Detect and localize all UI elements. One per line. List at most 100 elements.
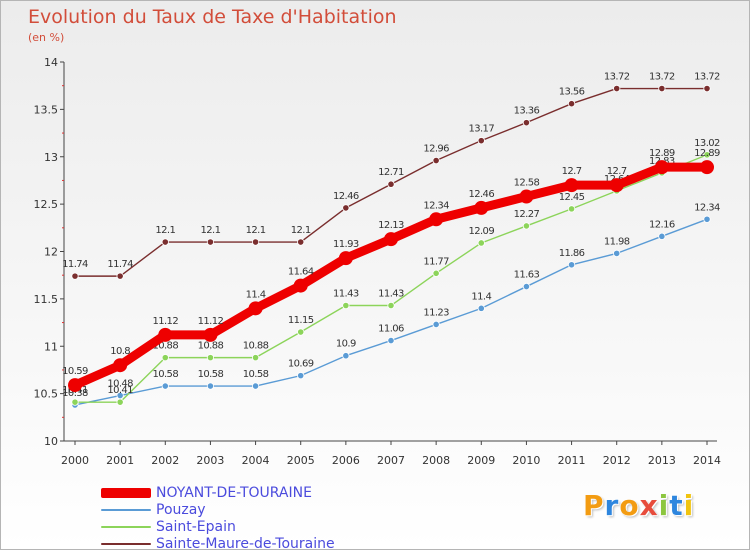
data-point — [432, 269, 440, 277]
data-point — [387, 301, 395, 310]
data-label: 11.43 — [378, 289, 404, 300]
data-point — [429, 212, 444, 227]
y-tick-label: 12 — [44, 246, 58, 259]
data-point — [703, 151, 711, 159]
data-point — [387, 180, 395, 188]
y-tick-label: 11.5 — [34, 293, 59, 306]
data-label: 10.41 — [107, 385, 133, 396]
data-point — [387, 336, 395, 345]
data-label: 12.45 — [559, 192, 585, 203]
data-point — [474, 200, 489, 215]
x-tick-label: 2008 — [422, 454, 450, 467]
logo-letter: i — [658, 489, 670, 522]
x-tick-label: 2007 — [377, 454, 405, 467]
data-label: 12.1 — [291, 225, 311, 236]
legend-label-noyant: NOYANT-DE-TOURAINE — [156, 485, 312, 501]
data-point — [71, 272, 79, 280]
legend-swatch-saint-epain — [101, 526, 151, 528]
y-tick-label: 11 — [44, 340, 58, 353]
data-label: 12.96 — [423, 144, 449, 155]
data-point — [522, 119, 531, 127]
logo-letter: o — [619, 489, 640, 522]
data-label: 13.02 — [694, 138, 720, 149]
data-label: 10.58 — [243, 369, 269, 380]
data-label: 12.7 — [562, 166, 582, 177]
data-label: 13.72 — [649, 72, 675, 83]
x-tick-label: 2001 — [106, 454, 134, 467]
data-point — [567, 100, 576, 108]
data-label: 11.4 — [471, 291, 491, 302]
data-point — [567, 205, 576, 213]
x-tick-label: 2005 — [287, 454, 315, 467]
legend-label-sainte-maure: Sainte-Maure-de-Touraine — [156, 536, 335, 552]
data-point — [161, 382, 169, 390]
data-label: 11.86 — [559, 248, 585, 259]
data-label: 10.58 — [198, 369, 224, 380]
data-label: 12.46 — [468, 189, 494, 200]
data-label: 10.88 — [152, 341, 178, 352]
data-label: 11.64 — [288, 267, 314, 278]
data-label: 12.27 — [514, 209, 540, 220]
data-point — [522, 282, 531, 291]
data-label: 10.48 — [107, 379, 133, 390]
data-label: 10.9 — [336, 339, 356, 350]
data-label: 12.1 — [246, 225, 266, 236]
data-point — [297, 238, 305, 246]
proxiti-logo: Proxiti — [583, 489, 694, 522]
data-label: 12.09 — [468, 226, 494, 237]
data-label: 12.16 — [649, 219, 675, 230]
x-tick-label: 2009 — [467, 454, 495, 467]
data-point — [658, 232, 666, 240]
logo-letter: P — [583, 489, 605, 522]
data-label: 13.17 — [468, 124, 494, 135]
data-point — [342, 301, 350, 310]
chart-title: Evolution du Taux de Taxe d'Habitation — [28, 6, 397, 28]
data-label: 12.89 — [694, 148, 720, 159]
x-tick-label: 2003 — [196, 454, 224, 467]
y-tick-label: 12.5 — [34, 198, 59, 211]
x-tick-label: 2014 — [693, 454, 721, 467]
data-label: 10.88 — [198, 341, 224, 352]
data-point — [71, 398, 79, 406]
data-point — [251, 238, 260, 246]
data-point — [161, 238, 169, 246]
legend-label-saint-epain: Saint-Epain — [156, 519, 236, 535]
data-point — [248, 301, 263, 316]
data-label: 12.1 — [155, 225, 175, 236]
data-point — [113, 358, 128, 373]
data-label: 12.46 — [333, 191, 359, 202]
data-point — [477, 137, 485, 145]
data-point — [432, 156, 440, 165]
data-point — [203, 327, 218, 342]
data-point — [477, 304, 485, 312]
data-point — [342, 204, 350, 212]
logo-letter: t — [669, 489, 684, 522]
data-label: 11.23 — [423, 307, 449, 318]
data-label: 10.88 — [243, 341, 269, 352]
x-tick-label: 2006 — [332, 454, 360, 467]
y-tick-label: 13 — [44, 151, 58, 164]
data-label: 11.06 — [378, 324, 404, 335]
data-point — [338, 251, 353, 266]
x-tick-label: 2002 — [151, 454, 179, 467]
data-point — [297, 372, 305, 380]
data-label: 11.12 — [152, 316, 178, 327]
data-label: 11.93 — [333, 239, 359, 250]
data-label: 11.12 — [198, 316, 224, 327]
data-label: 12.58 — [514, 178, 540, 189]
data-point — [116, 272, 124, 280]
data-point — [68, 378, 82, 393]
x-tick-label: 2013 — [648, 454, 676, 467]
logo-letter: r — [604, 489, 620, 522]
data-point — [477, 239, 485, 247]
data-label: 11.43 — [333, 289, 359, 300]
data-point — [116, 398, 124, 406]
data-point — [251, 354, 260, 362]
data-point — [703, 84, 711, 93]
legend-swatch-pouzay — [101, 509, 151, 511]
data-point — [161, 354, 169, 362]
data-point — [609, 178, 624, 193]
x-tick-label: 2012 — [603, 454, 631, 467]
x-tick-label: 2004 — [242, 454, 270, 467]
